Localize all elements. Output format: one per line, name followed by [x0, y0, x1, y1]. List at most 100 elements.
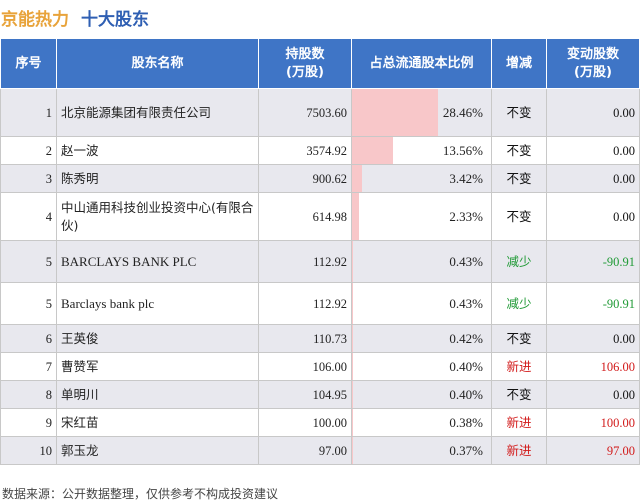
ratio-bar: [352, 283, 354, 324]
table-row: 9 宋红苗 100.00 0.38% 新进 100.00: [0, 408, 640, 437]
table-row: 3 陈秀明 900.62 3.42% 不变 0.00: [0, 164, 640, 193]
shares-held: 112.92: [258, 282, 352, 325]
shares-held: 3574.92: [258, 136, 352, 165]
ratio-cell: 0.40%: [351, 380, 492, 409]
row-index: 5: [0, 282, 57, 325]
row-index: 10: [0, 436, 57, 465]
ratio-cell: 0.43%: [351, 240, 492, 283]
ratio-cell: 3.42%: [351, 164, 492, 193]
row-index: 6: [0, 324, 57, 353]
ratio-bar: [352, 437, 354, 464]
table-row: 6 王英俊 110.73 0.42% 不变 0.00: [0, 324, 640, 353]
table-header-row: 序号 股东名称 持股数 (万股) 占总流通股本比例 增减 变动股数 (万股): [0, 38, 640, 89]
shareholder-name: 单明川: [56, 380, 259, 409]
ratio-value: 3.42%: [449, 170, 483, 186]
shares-held: 110.73: [258, 324, 352, 353]
ratio-bar: [352, 325, 354, 352]
row-index: 2: [0, 136, 57, 165]
row-index: 5: [0, 240, 57, 283]
ratio-cell: 2.33%: [351, 192, 492, 241]
change-delta: 97.00: [546, 436, 640, 465]
table-row: 5 BARCLAYS BANK PLC 112.92 0.43% 减少 -90.91: [0, 240, 640, 283]
stock-name: 京能热力: [1, 9, 69, 30]
change-delta: 106.00: [546, 352, 640, 381]
change-delta: -90.91: [546, 282, 640, 325]
ratio-value: 0.40%: [449, 358, 483, 374]
ratio-value: 0.38%: [449, 414, 483, 430]
shares-held: 112.92: [258, 240, 352, 283]
change-delta: 0.00: [546, 380, 640, 409]
ratio-value: 0.40%: [449, 386, 483, 402]
ratio-bar: [352, 381, 354, 408]
table-row: 10 郭玉龙 97.00 0.37% 新进 97.00: [0, 436, 640, 465]
ratio-bar: [352, 193, 360, 240]
change-status: 新进: [491, 352, 547, 381]
shareholder-name: 赵一波: [56, 136, 259, 165]
column-header-shares: 持股数 (万股): [258, 38, 352, 89]
ratio-value: 28.46%: [442, 104, 483, 120]
row-index: 1: [0, 88, 57, 137]
shares-held: 104.95: [258, 380, 352, 409]
ratio-value: 2.33%: [449, 208, 483, 224]
row-index: 9: [0, 408, 57, 437]
ratio-cell: 0.40%: [351, 352, 492, 381]
shareholder-name: 曹赞军: [56, 352, 259, 381]
change-status: 不变: [491, 88, 547, 137]
row-index: 3: [0, 164, 57, 193]
data-source-note: 数据来源：公开数据整理，仅供参考不构成投资建议: [2, 487, 279, 501]
ratio-value: 0.37%: [449, 442, 483, 458]
change-status: 减少: [491, 282, 547, 325]
ratio-bar: [352, 89, 439, 136]
column-header-change: 增减: [491, 38, 547, 89]
ratio-bar: [352, 353, 354, 380]
shareholder-name: Barclays bank plc: [56, 282, 259, 325]
table-row: 1 北京能源集团有限责任公司 7503.60 28.46% 不变 0.00: [0, 88, 640, 137]
ratio-cell: 0.38%: [351, 408, 492, 437]
shareholder-name: BARCLAYS BANK PLC: [56, 240, 259, 283]
shares-held: 900.62: [258, 164, 352, 193]
table-row: 5 Barclays bank plc 112.92 0.43% 减少 -90.91: [0, 282, 640, 325]
shareholders-table: 序号 股东名称 持股数 (万股) 占总流通股本比例 增减 变动股数 (万股) 1 北京…: [0, 38, 640, 465]
ratio-value: 0.43%: [449, 295, 483, 311]
table-row: 8 单明川 104.95 0.40% 不变 0.00: [0, 380, 640, 409]
shares-held: 106.00: [258, 352, 352, 381]
column-header-name: 股东名称: [56, 38, 259, 89]
change-delta: 0.00: [546, 136, 640, 165]
shareholder-name: 郭玉龙: [56, 436, 259, 465]
change-status: 新进: [491, 408, 547, 437]
shareholder-name: 宋红苗: [56, 408, 259, 437]
column-header-index: 序号: [0, 38, 57, 89]
ratio-cell: 13.56%: [351, 136, 492, 165]
shareholder-name: 陈秀明: [56, 164, 259, 193]
change-status: 不变: [491, 164, 547, 193]
change-delta: 0.00: [546, 88, 640, 137]
shareholder-name: 中山通用科技创业投资中心(有限合伙): [56, 192, 259, 241]
shares-held: 97.00: [258, 436, 352, 465]
shares-held: 614.98: [258, 192, 352, 241]
row-index: 7: [0, 352, 57, 381]
table-row: 4 中山通用科技创业投资中心(有限合伙) 614.98 2.33% 不变 0.00: [0, 192, 640, 241]
change-status: 不变: [491, 192, 547, 241]
row-index: 8: [0, 380, 57, 409]
change-status: 减少: [491, 240, 547, 283]
change-status: 不变: [491, 136, 547, 165]
table-row: 2 赵一波 3574.92 13.56% 不变 0.00: [0, 136, 640, 165]
page-title: 十大股东: [81, 9, 149, 30]
row-index: 4: [0, 192, 57, 241]
table-row: 7 曹赞军 106.00 0.40% 新进 106.00: [0, 352, 640, 381]
column-header-delta: 变动股数 (万股): [546, 38, 640, 89]
change-delta: 100.00: [546, 408, 640, 437]
ratio-value: 0.43%: [449, 253, 483, 269]
title-row: 京能热力 十大股东: [0, 2, 149, 32]
change-status: 不变: [491, 324, 547, 353]
ratio-bar: [352, 165, 363, 192]
change-delta: 0.00: [546, 164, 640, 193]
column-header-ratio: 占总流通股本比例: [351, 38, 492, 89]
change-status: 不变: [491, 380, 547, 409]
ratio-cell: 0.42%: [351, 324, 492, 353]
ratio-bar: [352, 409, 354, 436]
change-status: 新进: [491, 436, 547, 465]
change-delta: 0.00: [546, 324, 640, 353]
ratio-bar: [352, 241, 354, 282]
change-delta: -90.91: [546, 240, 640, 283]
